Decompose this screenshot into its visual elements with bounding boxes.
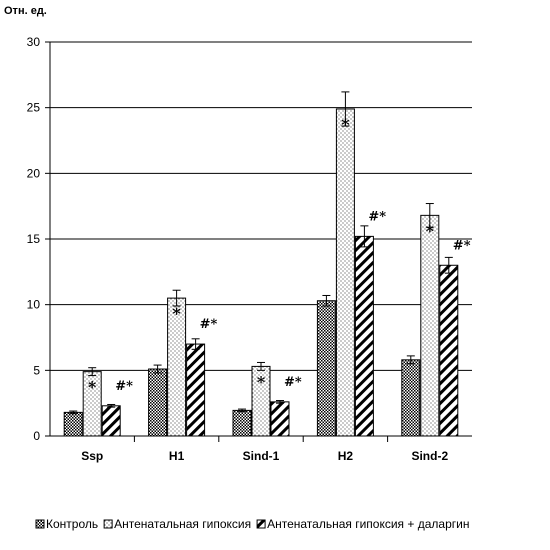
bar	[63, 411, 83, 437]
significance-mark: #*	[200, 317, 218, 332]
y-tick-label: 20	[27, 166, 41, 180]
bar	[148, 368, 168, 437]
bar	[270, 401, 290, 437]
significance-mark: *	[257, 372, 266, 391]
legend-swatch	[256, 519, 266, 529]
category-label: H2	[338, 449, 354, 463]
axes	[49, 42, 472, 442]
legend: Контроль Антенатальная гипоксия Антенаталь…	[35, 517, 469, 531]
category-label: Sind-1	[243, 449, 280, 463]
legend-swatch	[35, 519, 45, 529]
legend-label: Антенатальная гипоксия	[114, 517, 251, 531]
y-tick-labels: 0 5 10 15 20 25 30	[27, 35, 41, 443]
category-label: Sind-2	[411, 449, 448, 463]
significance-mark: #*	[368, 209, 386, 224]
legend-label: Контроль	[46, 517, 98, 531]
bar	[186, 343, 206, 437]
y-tick-label: 25	[27, 101, 41, 115]
legend-swatch	[103, 519, 113, 529]
bar	[101, 405, 121, 437]
category-label: Ssp	[81, 449, 103, 463]
y-tick-label: 15	[27, 232, 41, 246]
significance-mark: #*	[284, 375, 302, 390]
gridlines	[45, 41, 472, 437]
category-label: H1	[169, 449, 185, 463]
significance-mark: *	[341, 115, 350, 134]
bar	[354, 235, 374, 437]
bar	[335, 108, 355, 437]
bar	[420, 214, 440, 437]
bar	[232, 409, 252, 437]
legend-label: Антенатальная гипоксия + даларгин	[267, 517, 469, 531]
bars: * #* * #* * #* * #* * #*	[63, 91, 471, 437]
significance-mark: *	[88, 378, 97, 397]
bar	[401, 359, 421, 437]
significance-mark: *	[172, 304, 181, 323]
y-tick-label: 30	[27, 35, 41, 49]
category-labels: Ssp H1 Sind-1 H2 Sind-2	[81, 449, 448, 463]
significance-mark: *	[426, 221, 435, 240]
bar	[439, 264, 459, 437]
significance-mark: #*	[453, 238, 471, 253]
y-tick-label: 10	[27, 298, 41, 312]
y-tick-label: 0	[33, 429, 40, 443]
y-axis-label: Отн. ед.	[4, 5, 47, 17]
significance-mark: #*	[115, 379, 133, 394]
bar	[316, 300, 336, 437]
y-tick-label: 5	[33, 363, 40, 377]
